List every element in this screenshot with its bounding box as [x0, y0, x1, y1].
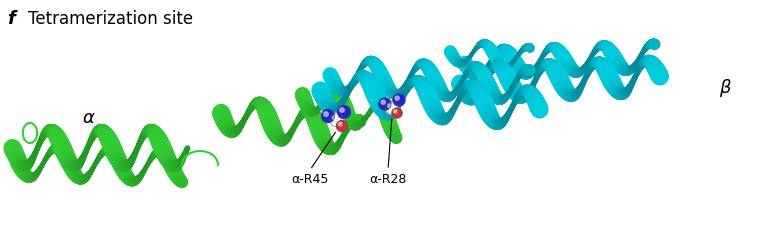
Circle shape [333, 115, 337, 120]
Circle shape [393, 94, 405, 106]
Circle shape [388, 104, 392, 108]
Circle shape [337, 106, 350, 119]
Circle shape [392, 108, 402, 118]
Circle shape [381, 100, 385, 104]
Circle shape [394, 110, 398, 113]
Text: α-R28: α-R28 [369, 173, 407, 186]
Text: Tetramerization site: Tetramerization site [28, 10, 193, 28]
Circle shape [336, 121, 347, 131]
Circle shape [395, 96, 399, 100]
Circle shape [340, 108, 344, 112]
Circle shape [324, 112, 328, 116]
Circle shape [339, 122, 343, 126]
Circle shape [379, 98, 391, 110]
Text: α: α [82, 109, 94, 127]
Text: β: β [720, 79, 731, 97]
Circle shape [385, 101, 398, 115]
Text: α-R45: α-R45 [291, 173, 329, 186]
Text: f: f [7, 10, 14, 28]
Circle shape [321, 110, 334, 122]
Circle shape [330, 113, 344, 127]
